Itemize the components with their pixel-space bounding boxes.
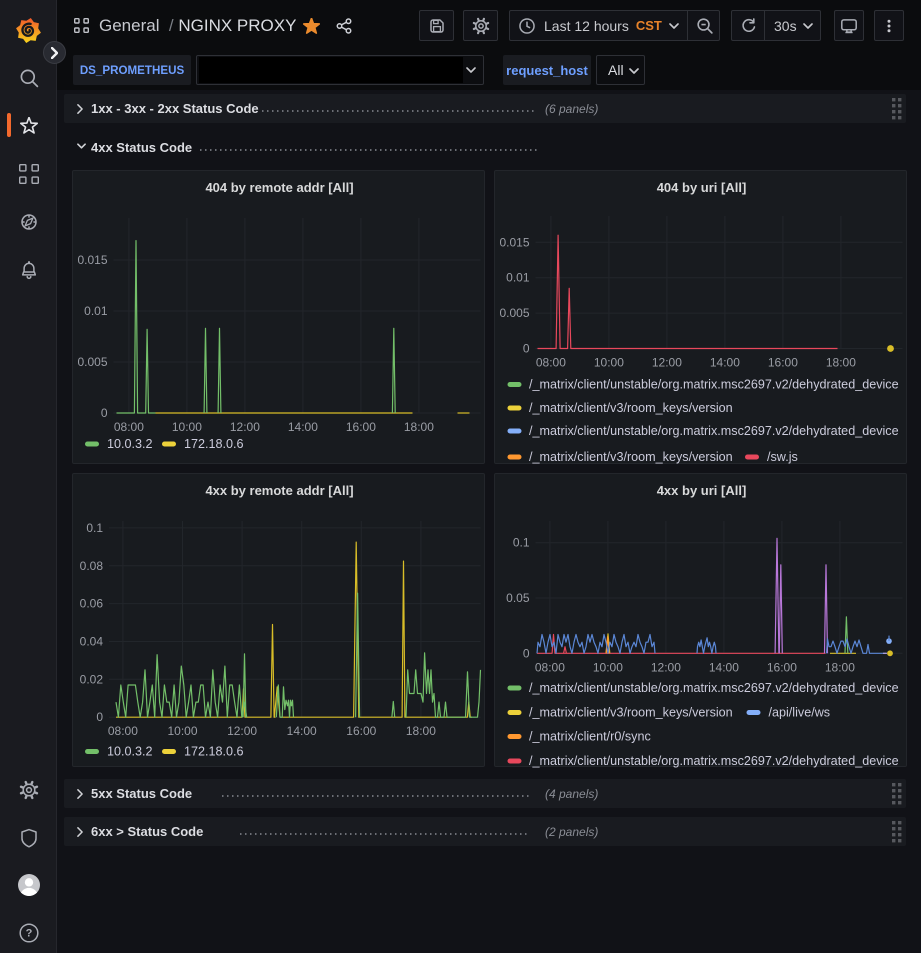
svg-text:0: 0 xyxy=(101,406,108,420)
svg-text:12:00: 12:00 xyxy=(230,420,260,434)
svg-text:0: 0 xyxy=(522,342,529,356)
svg-text:18:00: 18:00 xyxy=(406,724,436,738)
svg-text:10:00: 10:00 xyxy=(167,724,197,738)
svg-text:/_matrix/client/v3/room_keys/v: /_matrix/client/v3/room_keys/version xyxy=(529,401,733,415)
svg-text:4xx by uri [All]: 4xx by uri [All] xyxy=(656,483,746,498)
svg-text:08:00: 08:00 xyxy=(535,356,565,370)
svg-text:4xx by remote addr [All]: 4xx by remote addr [All] xyxy=(205,483,353,498)
svg-text:12:00: 12:00 xyxy=(227,724,257,738)
svg-text:12:00: 12:00 xyxy=(651,356,681,370)
svg-text:0.06: 0.06 xyxy=(80,596,104,610)
svg-text:0: 0 xyxy=(522,646,529,660)
svg-text:0.01: 0.01 xyxy=(84,304,108,318)
svg-text:16:00: 16:00 xyxy=(767,356,797,370)
svg-text:0.005: 0.005 xyxy=(499,306,529,320)
svg-text:0.02: 0.02 xyxy=(80,672,104,686)
svg-text:0.015: 0.015 xyxy=(77,253,107,267)
svg-text:14:00: 14:00 xyxy=(288,420,318,434)
svg-text:/_matrix/client/unstable/org.m: /_matrix/client/unstable/org.matrix.msc2… xyxy=(529,378,899,392)
svg-text:/api/live/ws: /api/live/ws xyxy=(768,705,830,719)
svg-text:18:00: 18:00 xyxy=(404,420,434,434)
svg-text:?: ? xyxy=(25,928,32,940)
svg-text:18:00: 18:00 xyxy=(825,356,855,370)
svg-text:404 by uri [All]: 404 by uri [All] xyxy=(656,180,746,195)
svg-text:/_matrix/client/v3/room_keys/v: /_matrix/client/v3/room_keys/version xyxy=(529,705,733,719)
svg-text:0.05: 0.05 xyxy=(506,591,530,605)
svg-text:14:00: 14:00 xyxy=(709,356,739,370)
svg-text:0.1: 0.1 xyxy=(86,520,103,534)
svg-text:16:00: 16:00 xyxy=(766,660,796,674)
svg-text:172.18.0.6: 172.18.0.6 xyxy=(184,744,244,758)
svg-text:/_matrix/client/v3/room_keys/v: /_matrix/client/v3/room_keys/version xyxy=(529,450,733,464)
svg-text:10.0.3.2: 10.0.3.2 xyxy=(107,744,153,758)
svg-text:16:00: 16:00 xyxy=(346,420,376,434)
svg-text:0.01: 0.01 xyxy=(506,271,530,285)
svg-text:0.005: 0.005 xyxy=(77,355,107,369)
svg-text:404 by remote addr [All]: 404 by remote addr [All] xyxy=(205,180,353,195)
svg-text:/sw.js: /sw.js xyxy=(767,450,798,464)
svg-text:0.04: 0.04 xyxy=(80,634,104,648)
svg-text:14:00: 14:00 xyxy=(287,724,317,738)
svg-text:0.08: 0.08 xyxy=(80,558,104,572)
svg-text:14:00: 14:00 xyxy=(708,660,738,674)
svg-text:16:00: 16:00 xyxy=(346,724,376,738)
svg-text:12:00: 12:00 xyxy=(650,660,680,674)
svg-text:10.0.3.2: 10.0.3.2 xyxy=(107,437,153,451)
svg-text:08:00: 08:00 xyxy=(534,660,564,674)
svg-text:/_matrix/client/r0/sync: /_matrix/client/r0/sync xyxy=(529,729,651,743)
svg-text:10:00: 10:00 xyxy=(592,660,622,674)
svg-text:/_matrix/client/unstable/org.m: /_matrix/client/unstable/org.matrix.msc2… xyxy=(529,424,899,438)
svg-text:18:00: 18:00 xyxy=(824,660,854,674)
svg-text:10:00: 10:00 xyxy=(172,420,202,434)
svg-text:/_matrix/client/unstable/org.m: /_matrix/client/unstable/org.matrix.msc2… xyxy=(529,754,899,768)
svg-text:08:00: 08:00 xyxy=(114,420,144,434)
svg-text:0.1: 0.1 xyxy=(512,535,529,549)
svg-text:0.015: 0.015 xyxy=(499,235,529,249)
svg-text:0: 0 xyxy=(96,710,103,724)
svg-text:08:00: 08:00 xyxy=(108,724,138,738)
svg-text:10:00: 10:00 xyxy=(593,356,623,370)
svg-text:172.18.0.6: 172.18.0.6 xyxy=(184,437,244,451)
svg-text:/_matrix/client/unstable/org.m: /_matrix/client/unstable/org.matrix.msc2… xyxy=(529,681,899,695)
